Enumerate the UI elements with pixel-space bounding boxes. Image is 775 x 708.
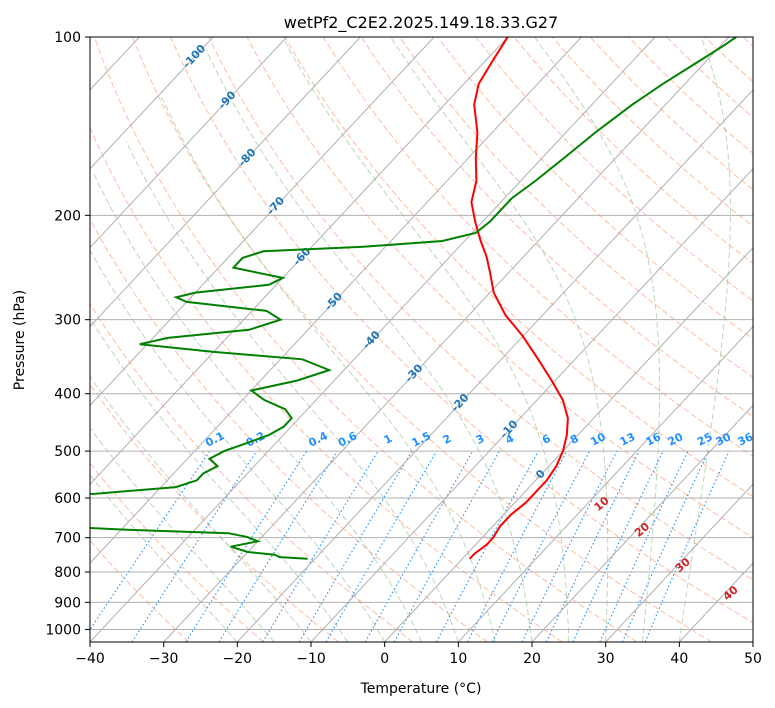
- dry-adiabat-line: [437, 37, 753, 340]
- x-tick-label: 0: [380, 651, 389, 667]
- mixing-ratio-label: 25: [695, 430, 715, 449]
- isotherm-line: [90, 37, 435, 407]
- mixing-ratio-line: [491, 450, 590, 642]
- mixing-ratio-line: [621, 450, 709, 642]
- x-tick-label: −40: [75, 651, 105, 667]
- dry-adiabat-line: [360, 37, 753, 418]
- moist-adiabat-line: [390, 37, 609, 642]
- isotherm-line: [384, 246, 753, 642]
- y-tick-label: 400: [54, 387, 81, 403]
- y-axis: 100 200 300 400 500 600 700 800 900 1000: [45, 30, 90, 638]
- mixing-ratio-label: 16: [644, 430, 664, 449]
- dry-adiabat-line: [322, 37, 753, 457]
- mixing-ratio-line: [262, 450, 379, 642]
- mixing-ratio-label: 10: [588, 430, 608, 449]
- x-tick-label: −10: [296, 651, 326, 667]
- isotherm-line: [90, 37, 361, 328]
- mixing-ratio-line: [435, 450, 539, 642]
- dry-adiabat-line: [208, 37, 753, 581]
- moist-adiabat-line: [90, 317, 349, 642]
- y-tick-label: 1000: [45, 622, 81, 638]
- dry-adiabat-line: [90, 217, 488, 642]
- plot-area: -100-90-80-70-60-50-40-30-20-100 0.1 0.2 0…: [90, 37, 756, 642]
- y-tick-label: 200: [54, 208, 81, 224]
- x-tick-label: 30: [597, 651, 615, 667]
- y-tick-label: 100: [54, 30, 81, 46]
- isotherm-line: [90, 37, 582, 564]
- y-axis-title: Pressure (hPa): [12, 290, 28, 390]
- dewpoint-line: [90, 37, 737, 560]
- dry-adiabat-line: [475, 37, 753, 302]
- y-tick-label: 700: [54, 531, 81, 547]
- y-tick-label: 600: [54, 491, 81, 507]
- x-tick-label: 40: [670, 651, 688, 667]
- isotherm-line: [236, 89, 753, 642]
- moist-adiabat-line: [678, 37, 731, 642]
- x-tick-label: −20: [223, 651, 253, 667]
- x-tick-label: −30: [149, 651, 179, 667]
- mixing-ratio-label: 30: [714, 430, 734, 449]
- moist-adiabat-line: [90, 474, 238, 642]
- dry-adiabat-line: [170, 37, 753, 624]
- dry-adiabat-line: [90, 462, 264, 642]
- temperature-line: [468, 37, 569, 560]
- x-axis: −40 −30 −20 −10 0 10 20 30 40 50: [75, 642, 762, 667]
- x-tick-label: 10: [449, 651, 467, 667]
- mixing-ratio-line: [364, 450, 474, 642]
- mixing-ratio-line: [521, 450, 618, 642]
- mixing-ratio-label: 20: [666, 430, 686, 449]
- sounding-series: [90, 37, 737, 560]
- y-tick-label: 500: [54, 444, 81, 460]
- moist-adiabat-line: [93, 173, 422, 642]
- y-tick-label: 800: [54, 565, 81, 581]
- isotherm-line: [90, 37, 288, 249]
- isotherm-line: [310, 168, 753, 642]
- moist-adiabat-line: [534, 37, 661, 642]
- moist-adiabat-line: [282, 37, 570, 642]
- chart-title: wetPf2_C2E2.2025.149.18.33.G27: [284, 13, 558, 33]
- isotherm-line: [457, 325, 753, 642]
- mixing-ratio-label: 36: [736, 430, 756, 449]
- isotherm-line: [90, 37, 509, 486]
- mixing-ratio-line: [393, 450, 500, 642]
- isotherm-line: [90, 37, 656, 642]
- x-tick-label: 20: [523, 651, 541, 667]
- mixing-ratio-line: [90, 450, 211, 631]
- background-lines: [90, 37, 753, 642]
- plot-frame: [89, 36, 754, 643]
- mixing-ratio-line: [185, 450, 308, 642]
- moist-adiabat-line: [205, 49, 533, 642]
- isotherm-line: [90, 37, 214, 170]
- y-tick-label: 900: [54, 595, 81, 611]
- isotherm-line: [605, 483, 753, 642]
- mixing-ratio-label: 13: [618, 430, 638, 449]
- y-tick-label: 300: [54, 313, 81, 329]
- isotherm-line: [531, 404, 753, 642]
- dry-adiabat-line: [90, 126, 563, 642]
- x-tick-label: 50: [744, 651, 762, 667]
- x-axis-title: Temperature (°C): [360, 681, 482, 697]
- dry-adiabat-line: [93, 37, 638, 642]
- moist-adiabat-line: [90, 375, 312, 642]
